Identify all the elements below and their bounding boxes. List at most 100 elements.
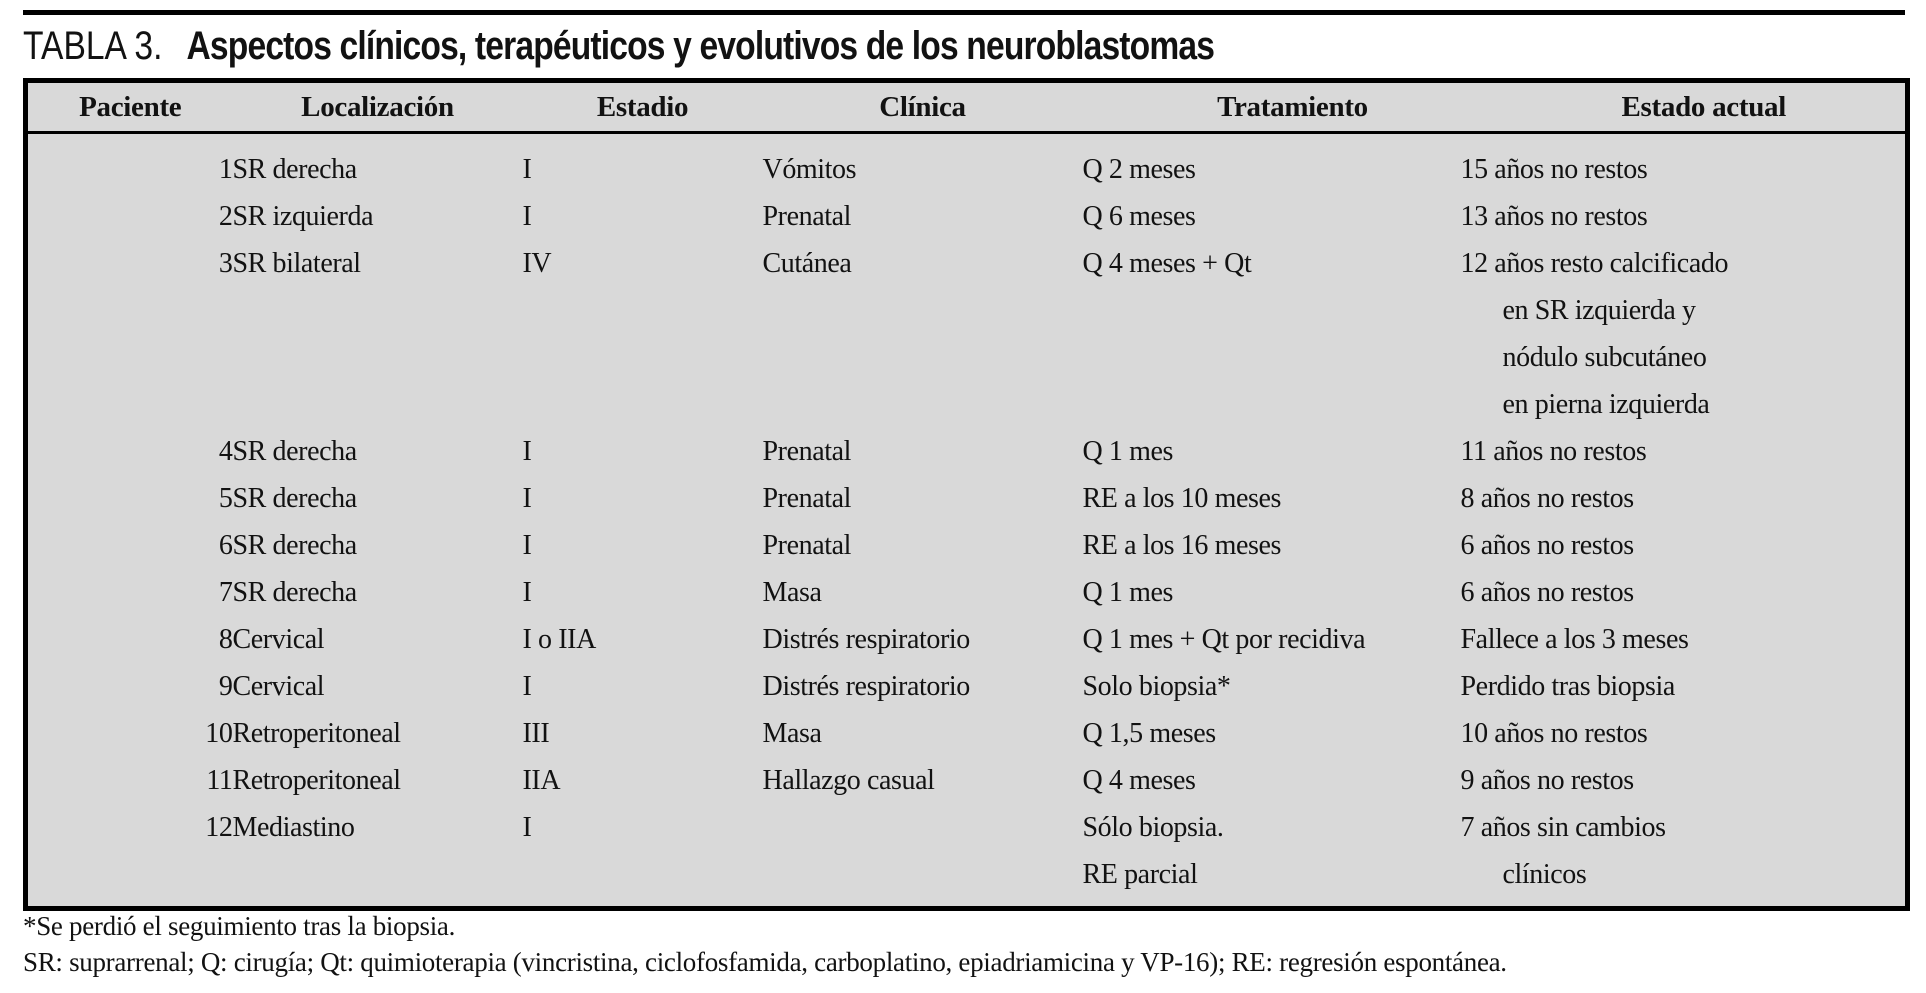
- footnote-biopsy: *Se perdió el seguimiento tras la biopsi…: [23, 911, 456, 941]
- table-caption-title: Aspectos clínicos, terapéuticos y evolut…: [186, 24, 1215, 68]
- cell-estado-actual: 8 años no restos: [1460, 483, 1635, 514]
- cell-clinica: Prenatal: [762, 436, 852, 467]
- cell-estado-actual: 12 años resto calcificado en SR izquierd…: [1460, 248, 1729, 420]
- column-header-paciente: Paciente: [25, 80, 233, 134]
- table-row-paciente-11: 11 Retroperitoneal IIA Hallazgo casual Q…: [26, 757, 1908, 804]
- cell-tratamiento: RE a los 10 meses: [1082, 483, 1282, 514]
- cell-paciente: 2: [218, 201, 233, 232]
- cell-estadio: I: [522, 671, 532, 702]
- table-row-paciente-3: 3 SR bilateral IV Cutánea Q 4 meses + Qt…: [26, 240, 1908, 428]
- cell-localizacion: Cervical: [232, 671, 325, 702]
- column-header-estado-actual: Estado actual: [1502, 80, 1908, 134]
- table-row-paciente-7: 7 SR derecha I Masa Q 1 mes 6 años no re…: [26, 569, 1908, 616]
- cell-estadio: I o IIA: [522, 624, 597, 655]
- cell-tratamiento: Sólo biopsia. RE parcial: [1082, 812, 1224, 890]
- cell-clinica: Prenatal: [762, 483, 852, 514]
- table-row-paciente-10: 10 Retroperitoneal III Masa Q 1,5 meses …: [26, 710, 1908, 757]
- cell-tratamiento: Q 6 meses: [1082, 201, 1196, 232]
- cell-localizacion: Mediastino: [232, 812, 355, 843]
- cell-tratamiento: Q 1 mes + Qt por recidiva: [1082, 624, 1366, 655]
- column-header-tratamiento: Tratamiento: [1082, 80, 1503, 134]
- cell-localizacion: SR derecha: [232, 436, 358, 467]
- footnote-abbreviations: SR: suprarrenal; Q: cirugía; Qt: quimiot…: [23, 947, 1507, 977]
- cell-paciente: 3: [218, 248, 233, 279]
- cell-estadio: I: [522, 201, 532, 232]
- cell-estado-actual: 13 años no restos: [1460, 201, 1648, 232]
- cell-clinica: Vómitos: [762, 154, 857, 185]
- table-row-paciente-2: 2 SR izquierda I Prenatal Q 6 meses 13 a…: [26, 193, 1908, 240]
- cell-tratamiento: Q 2 meses: [1082, 154, 1196, 185]
- cell-clinica: Cutánea: [762, 248, 852, 279]
- cell-tratamiento: Q 1,5 meses: [1082, 718, 1217, 749]
- cell-localizacion: Cervical: [232, 624, 325, 655]
- cell-paciente: 4: [218, 436, 233, 467]
- cell-clinica: Masa: [762, 577, 822, 608]
- table-row-paciente-6: 6 SR derecha I Prenatal RE a los 16 mese…: [26, 522, 1908, 569]
- cell-estadio: I: [522, 530, 532, 561]
- cell-estadio: I: [522, 154, 532, 185]
- cell-estadio: IV: [522, 248, 552, 279]
- table-row-paciente-9: 9 Cervical I Distrés respiratorio Solo b…: [26, 663, 1908, 710]
- cell-estado-actual: 15 años no restos: [1460, 154, 1648, 185]
- top-rule: [23, 10, 1905, 15]
- cell-paciente: 1: [218, 154, 233, 185]
- cell-clinica: Distrés respiratorio: [762, 624, 971, 655]
- cell-localizacion: SR derecha: [232, 530, 358, 561]
- cell-estado-actual: 6 años no restos: [1460, 577, 1635, 608]
- cell-estadio: IIA: [522, 765, 561, 796]
- cell-paciente: 10: [205, 718, 233, 749]
- cell-tratamiento: Q 1 mes: [1082, 436, 1174, 467]
- cell-paciente: 5: [218, 483, 233, 514]
- table-row-paciente-4: 4 SR derecha I Prenatal Q 1 mes 11 años …: [26, 428, 1908, 475]
- cell-localizacion: SR bilateral: [232, 248, 362, 279]
- cell-estado-actual: 11 años no restos: [1460, 436, 1647, 467]
- table-caption: TABLA 3. Aspectos clínicos, terapéuticos…: [23, 22, 1215, 70]
- cell-estadio: I: [522, 483, 532, 514]
- cell-localizacion: SR derecha: [232, 577, 358, 608]
- cell-tratamiento: Q 4 meses + Qt: [1082, 248, 1252, 279]
- cell-estado-actual: Perdido tras biopsia: [1460, 671, 1676, 702]
- table-header-row: Paciente Localización Estadio Clínica Tr…: [25, 80, 1908, 134]
- cell-estado-actual: Fallece a los 3 meses: [1460, 624, 1689, 655]
- cell-tratamiento: Q 1 mes: [1082, 577, 1174, 608]
- table-row-paciente-1: 1 SR derecha I Vómitos Q 2 meses 15 años…: [26, 133, 1908, 194]
- cell-estado-actual: 6 años no restos: [1460, 530, 1635, 561]
- cell-paciente: 7: [218, 577, 233, 608]
- cell-paciente: 9: [218, 671, 233, 702]
- cell-clinica: Prenatal: [762, 201, 852, 232]
- table-row-paciente-12: 12 Mediastino I Sólo biopsia. RE parcial…: [26, 804, 1908, 909]
- cell-clinica: Prenatal: [762, 530, 852, 561]
- cell-localizacion: Retroperitoneal: [232, 718, 402, 749]
- cell-estadio: I: [522, 812, 532, 843]
- cell-paciente: 8: [218, 624, 233, 655]
- cell-estadio: I: [522, 436, 532, 467]
- cell-estadio: III: [522, 718, 550, 749]
- cell-clinica: Distrés respiratorio: [762, 671, 971, 702]
- cell-localizacion: Retroperitoneal: [232, 765, 402, 796]
- column-header-clinica: Clínica: [762, 80, 1083, 134]
- cell-localizacion: SR izquierda: [232, 201, 374, 232]
- table-row-paciente-8: 8 Cervical I o IIA Distrés respiratorio …: [26, 616, 1908, 663]
- cell-tratamiento: RE a los 16 meses: [1082, 530, 1282, 561]
- cell-tratamiento: Solo biopsia*: [1082, 671, 1231, 702]
- cell-estadio: I: [522, 577, 532, 608]
- column-header-localizacion: Localización: [232, 80, 523, 134]
- table-caption-number: TABLA 3.: [23, 24, 163, 68]
- cell-tratamiento: Q 4 meses: [1082, 765, 1196, 796]
- cell-estado-actual: 7 años sin cambios clínicos: [1460, 812, 1667, 890]
- cell-clinica: [763, 804, 1083, 909]
- cell-estado-actual: 9 años no restos: [1460, 765, 1635, 796]
- column-header-estadio: Estadio: [522, 80, 763, 134]
- table-row-paciente-5: 5 SR derecha I Prenatal RE a los 10 mese…: [26, 475, 1908, 522]
- cell-localizacion: SR derecha: [232, 154, 358, 185]
- cell-paciente: 11: [206, 765, 233, 796]
- cell-clinica: Hallazgo casual: [762, 765, 935, 796]
- cell-paciente: 6: [218, 530, 233, 561]
- cell-localizacion: SR derecha: [232, 483, 358, 514]
- neuroblastoma-table: Paciente Localización Estadio Clínica Tr…: [23, 78, 1910, 911]
- cell-paciente: 12: [205, 812, 233, 843]
- footnotes: *Se perdió el seguimiento tras la biopsi…: [23, 908, 1913, 980]
- cell-clinica: Masa: [762, 718, 822, 749]
- cell-estado-actual: 10 años no restos: [1460, 718, 1648, 749]
